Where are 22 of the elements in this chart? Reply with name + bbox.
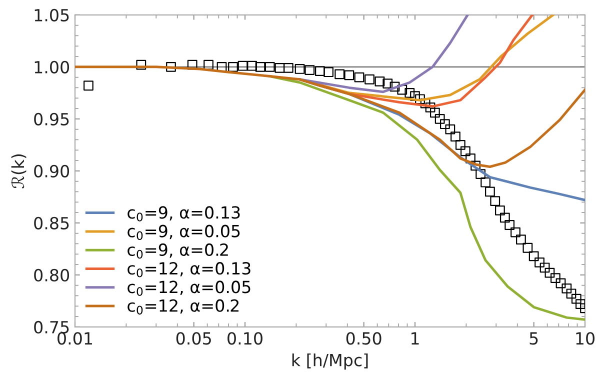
legend-label: c$_{0}$=9, α=0.13 xyxy=(128,206,240,222)
y-tick-label: 1.05 xyxy=(34,8,69,22)
x-tick-label: 0.05 xyxy=(176,332,211,345)
x-tick-label: 0.50 xyxy=(346,332,382,345)
y-tick-label: 0.95 xyxy=(34,112,69,126)
y-tick-label: 0.75 xyxy=(34,320,69,334)
legend-label: c$_{0}$=12, α=0.05 xyxy=(128,280,250,296)
y-tick-label: 0.85 xyxy=(34,216,69,230)
x-tick-label: 5 xyxy=(530,332,538,345)
x-tick-label: 10 xyxy=(576,332,594,345)
legend-label: c$_{0}$=12, α=0.2 xyxy=(128,299,239,315)
legend-label: c$_{0}$=9, α=0.2 xyxy=(128,243,228,259)
x-tick-label: 1 xyxy=(412,332,419,344)
legend-label: c$_{0}$=12, α=0.13 xyxy=(128,262,250,278)
y-axis-title: ℛ(k) xyxy=(11,154,26,188)
y-tick-label: 0.90 xyxy=(34,164,70,178)
legend-label: c$_{0}$=9, α=0.05 xyxy=(128,224,240,240)
x-tick-label: 0.01 xyxy=(58,332,92,345)
x-axis-title: k [h/Mpc] xyxy=(292,353,368,370)
y-tick-label: 0.80 xyxy=(34,268,70,282)
x-tick-label: 0.10 xyxy=(228,332,262,345)
y-tick-label: 1.00 xyxy=(34,60,70,74)
